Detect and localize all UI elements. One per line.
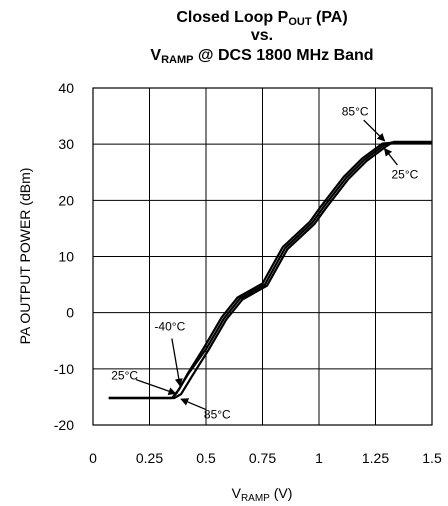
annotation-arrow (363, 119, 386, 142)
x-tick-label: 0.5 (196, 450, 216, 466)
y-axis-ticks: -20 -10 0 10 20 30 40 (54, 80, 74, 433)
y-tick-label: -20 (54, 417, 74, 433)
x-tick-label: 1.5 (422, 450, 442, 466)
x-tick-label: 0 (89, 450, 97, 466)
grid (93, 88, 432, 425)
y-tick-label: -10 (54, 361, 74, 377)
chart-title-line-1: Closed Loop POUT (PA) (176, 9, 347, 28)
annotation-arrow (171, 338, 183, 387)
x-tick-label: 1 (315, 450, 323, 466)
x-axis-label: VRAMP (V) (232, 485, 293, 504)
x-tick-label: 0.75 (249, 450, 276, 466)
y-axis-label: PA OUTPUT POWER (dBm) (17, 168, 33, 345)
annotation-label: 25°C (391, 167, 418, 181)
plot-frame (92, 87, 433, 426)
annotations: 85°C 25°C -40°C 25°C 85°C (111, 105, 418, 422)
annotation-label: 85°C (342, 105, 369, 119)
chart-title-line-3: VRAMP @ DCS 1800 MHz Band (150, 47, 373, 66)
y-tick-label: 40 (58, 80, 74, 96)
y-tick-label: 30 (58, 136, 74, 152)
y-tick-label: 0 (66, 305, 74, 321)
series-group (108, 140, 432, 400)
x-tick-label: 1.25 (362, 450, 389, 466)
y-tick-label: 20 (58, 192, 74, 208)
annotation-arrow (383, 147, 398, 166)
annotation-label: -40°C (154, 320, 185, 334)
series-line-85c (108, 140, 432, 400)
annotation-arrow (180, 398, 207, 411)
annotation-arrow (135, 378, 177, 395)
chart-title-line-2: vs. (251, 27, 273, 44)
annotation-label: 85°C (204, 407, 231, 421)
x-tick-label: 0.25 (136, 450, 163, 466)
annotation-label: 25°C (111, 369, 138, 383)
x-axis-ticks: 0 0.25 0.5 0.75 1 1.25 1.5 (89, 450, 442, 466)
y-tick-label: 10 (58, 249, 74, 265)
series-line-minus-40c (108, 141, 432, 400)
